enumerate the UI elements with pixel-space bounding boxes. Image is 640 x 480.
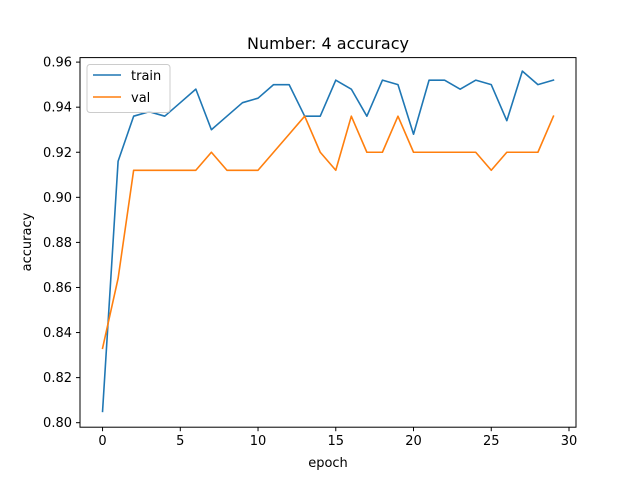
- x-tick-label: 30: [561, 434, 578, 449]
- x-tick-label: 5: [176, 434, 184, 449]
- series-line-train: [101, 70, 555, 413]
- legend-box: [86, 64, 171, 113]
- series-lines: [101, 70, 555, 413]
- y-axis-label: accuracy: [20, 212, 35, 271]
- axes-frame: [79, 57, 577, 428]
- y-tick-label: 0.82: [43, 371, 72, 386]
- y-tick-label: 0.80: [43, 416, 72, 431]
- legend: train val: [86, 64, 171, 113]
- y-tick-label: 0.88: [43, 236, 72, 251]
- y-tick-label: 0.96: [43, 56, 72, 71]
- x-tick-label: 15: [328, 434, 345, 449]
- x-tick-label: 0: [98, 434, 106, 449]
- legend-label-train: train: [131, 69, 161, 84]
- legend-label-val: val: [131, 91, 150, 106]
- y-tick-label: 0.94: [43, 101, 72, 116]
- y-tick-label: 0.84: [43, 326, 72, 341]
- chart-title: Number: 4 accuracy: [247, 34, 409, 53]
- axis-ticks: 0 5 10 15 20 25 30 0.80 0.82 0.84 0.86 0.88 0.90 0.92…: [43, 56, 577, 450]
- series-line-val: [101, 115, 555, 350]
- y-tick-label: 0.86: [43, 281, 72, 296]
- y-tick-label: 0.92: [43, 146, 72, 161]
- x-axis-label: epoch: [308, 456, 348, 471]
- y-tick-label: 0.90: [43, 191, 72, 206]
- x-tick-label: 10: [250, 434, 267, 449]
- x-tick-label: 20: [405, 434, 422, 449]
- x-tick-label: 25: [483, 434, 500, 449]
